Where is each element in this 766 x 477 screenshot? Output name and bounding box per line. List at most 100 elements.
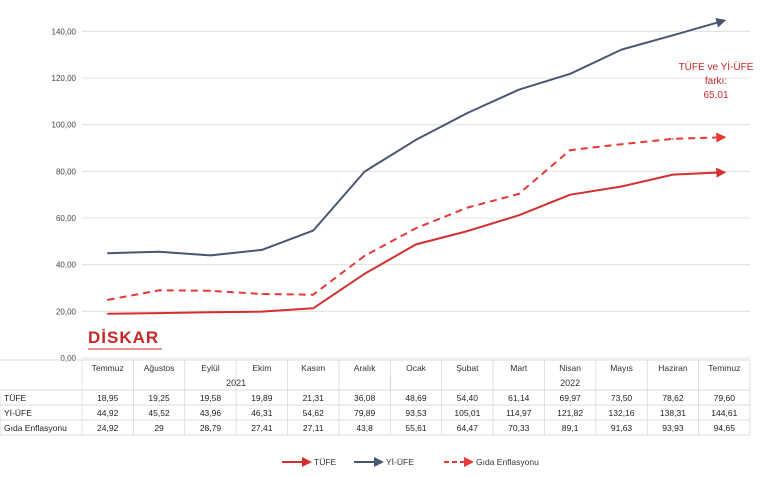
table-cell: 18,95 <box>97 393 119 403</box>
table-cell: 91,63 <box>611 423 633 433</box>
data-point <box>569 149 571 151</box>
y-tick-label: 80,00 <box>56 167 77 176</box>
table-row-label: Gıda Enflasyonu <box>4 423 67 433</box>
table-cell: 64,47 <box>457 423 479 433</box>
table-cell: 43,8 <box>356 423 373 433</box>
table-cell: 114,97 <box>506 408 532 418</box>
data-point <box>106 252 109 254</box>
x-tick-label: Ekim <box>252 363 271 373</box>
data-point <box>158 250 160 253</box>
table-cell: 78,62 <box>662 393 684 403</box>
y-tick-label: 40,00 <box>56 261 77 270</box>
logo-background <box>87 327 164 347</box>
x-tick-label: Ocak <box>406 363 427 373</box>
logo-text: DİSKAR <box>88 328 159 347</box>
x-tick-label: Aralık <box>354 363 376 373</box>
table-cell: 73,50 <box>611 393 633 403</box>
legend-label: Gıda Enflasyonu <box>476 457 539 467</box>
data-point <box>466 230 469 232</box>
data-point <box>106 299 109 301</box>
x-tick-label: Temmuz <box>92 363 124 373</box>
data-point <box>466 206 469 209</box>
x-tick-label: Eylül <box>201 363 220 373</box>
data-point <box>363 170 366 173</box>
x-tick-label: Şubat <box>456 363 479 373</box>
legend-label: TÜFE <box>314 457 337 467</box>
table-cell: 55,61 <box>405 423 427 433</box>
x-tick-label: Kasım <box>301 363 325 373</box>
table-cell: 19,89 <box>251 393 273 403</box>
series-line-0 <box>107 167 727 315</box>
table-cell: 27,41 <box>251 423 273 433</box>
table-cell: 70,33 <box>508 423 530 433</box>
table-cell: 105,01 <box>454 408 480 418</box>
table-cell: 45,52 <box>148 408 170 418</box>
table-cell: 27,11 <box>303 423 324 433</box>
legend-label: Yİ-ÜFE <box>386 457 414 467</box>
data-point <box>723 136 726 138</box>
data-point <box>363 273 366 275</box>
table-cell: 144,61 <box>711 408 737 418</box>
table-cell: 36,08 <box>354 393 376 403</box>
table-cell: 93,93 <box>662 423 684 433</box>
annotation-text: TÜFE ve Yİ-ÜFE <box>679 60 754 73</box>
data-point <box>466 112 469 114</box>
table-cell: 28,79 <box>200 423 222 433</box>
data-point <box>158 312 160 314</box>
table-row-label: TÜFE <box>4 393 27 403</box>
table-cell: 93,53 <box>405 408 427 418</box>
y-tick-label: 60,00 <box>56 214 77 223</box>
data-point <box>312 229 315 232</box>
data-point <box>517 214 520 217</box>
data-point <box>209 311 212 314</box>
table-cell: 46,31 <box>251 408 273 418</box>
data-point <box>672 34 674 37</box>
table-cell: 24,92 <box>97 423 119 433</box>
table-cell: 69,97 <box>560 393 582 403</box>
table-cell: 21,31 <box>303 393 325 403</box>
year-label: 2021 <box>226 378 246 388</box>
data-point <box>723 19 726 22</box>
data-point <box>312 307 315 310</box>
table-cell: 54,62 <box>303 408 325 418</box>
data-point <box>106 312 109 315</box>
data-point <box>569 193 571 196</box>
table-cell: 79,89 <box>354 408 376 418</box>
annotation-text: 65,01 <box>703 90 728 101</box>
y-tick-label: 20,00 <box>56 307 77 316</box>
x-tick-label: Haziran <box>658 363 688 373</box>
table-cell: 43,96 <box>200 408 222 418</box>
table-cell: 89,1 <box>562 423 579 433</box>
data-point <box>261 310 263 313</box>
data-point <box>620 185 623 188</box>
table-cell: 29 <box>154 423 164 433</box>
data-point <box>363 255 366 257</box>
y-tick-label: 0,00 <box>60 354 76 363</box>
table-row-label: Yİ-ÜFE <box>4 408 32 418</box>
series-line-2 <box>107 132 727 301</box>
data-point <box>723 171 726 174</box>
data-point <box>517 193 520 195</box>
table-cell: 79,60 <box>714 393 736 403</box>
x-tick-label: Temmuz <box>708 363 740 373</box>
data-point <box>620 143 623 145</box>
year-label: 2022 <box>560 378 580 388</box>
data-point <box>415 243 417 246</box>
data-point <box>569 72 571 75</box>
data-point <box>209 290 212 292</box>
data-point <box>158 289 160 292</box>
y-tick-label: 100,00 <box>52 121 77 130</box>
table-cell: 19,58 <box>200 393 222 403</box>
table-cell: 61,14 <box>508 393 530 403</box>
data-point <box>261 293 263 295</box>
data-point <box>672 138 674 140</box>
table-cell: 19,25 <box>148 393 170 403</box>
data-point <box>312 293 315 296</box>
table-cell: 44,92 <box>97 408 119 418</box>
table-cell: 132,16 <box>609 408 635 418</box>
data-point <box>261 249 263 251</box>
table-cell: 48,69 <box>405 393 427 403</box>
data-point <box>415 138 417 141</box>
